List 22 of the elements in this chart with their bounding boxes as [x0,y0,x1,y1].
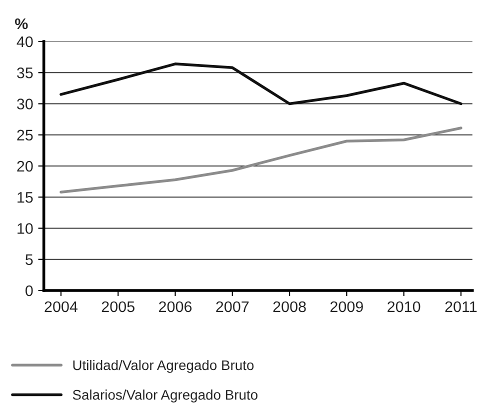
y-tick-label: 40 [16,36,33,48]
legend-label: Utilidad/Valor Agregado Bruto [73,360,254,373]
y-tick-label: 35 [17,67,33,78]
y-tick-label: 5 [26,254,33,266]
x-tick-label: 2008 [273,301,306,312]
y-tick-label: 20 [17,160,33,172]
x-tick-label: 2011 [445,301,477,312]
x-tick-label: 2007 [216,301,249,312]
x-tick-label: 2006 [159,301,192,312]
y-axis-title: % [14,18,28,30]
y-tick-label: 25 [17,130,33,141]
x-tick-label: 2005 [102,301,134,312]
legend-label: Salarios/Valor Agregado Bruto [72,390,258,402]
line-series [60,62,462,106]
x-tick-label: 2004 [44,301,78,312]
line-series [60,126,462,194]
x-tick-label: 2009 [330,301,363,312]
y-tick-label: 15 [18,192,33,203]
y-tick-label: 10 [18,223,33,234]
x-tick-label: 2010 [388,301,420,312]
y-tick-label: 30 [17,98,33,110]
y-tick-label: 0 [26,285,33,296]
